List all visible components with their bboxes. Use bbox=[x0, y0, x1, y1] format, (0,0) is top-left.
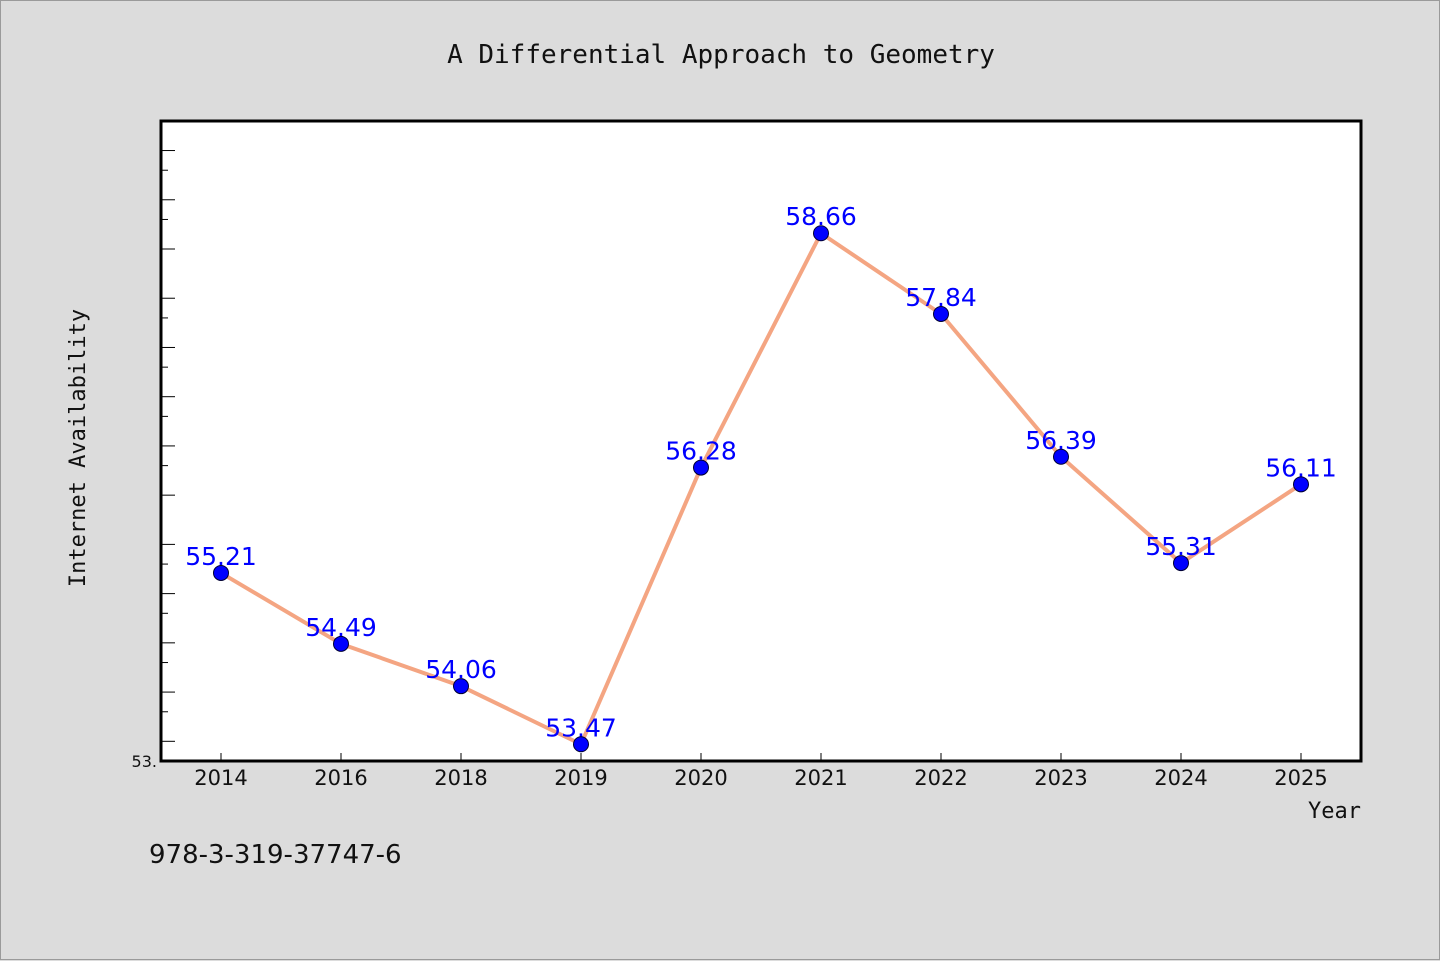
chart-title: A Differential Approach to Geometry bbox=[447, 40, 995, 70]
data-markers bbox=[213, 225, 1309, 753]
x-axis-title: Year bbox=[1308, 799, 1361, 824]
series-line bbox=[219, 231, 1303, 747]
data-point bbox=[453, 678, 469, 695]
data-point bbox=[813, 225, 829, 242]
plot-area bbox=[159, 119, 1363, 763]
data-point bbox=[333, 635, 349, 652]
x-tick-label: 2019 bbox=[554, 766, 607, 790]
data-point bbox=[1173, 555, 1189, 572]
x-tick-label: 2016 bbox=[314, 766, 367, 790]
x-tick-label: 2023 bbox=[1034, 766, 1087, 790]
x-tick-label: 2025 bbox=[1274, 766, 1327, 790]
data-point bbox=[1293, 476, 1309, 493]
data-point bbox=[693, 459, 709, 476]
y-axis-ticks bbox=[161, 150, 175, 742]
data-labels: 55.2154.4954.0653.4756.2858.6657.8456.39… bbox=[185, 202, 1337, 742]
x-tick-label: 2021 bbox=[794, 766, 847, 790]
data-point bbox=[1053, 448, 1069, 465]
x-tick-label: 2022 bbox=[914, 766, 967, 790]
data-point bbox=[933, 305, 949, 322]
x-axis-ticks: 2014 2016 2018 2019 2020 2021 2022 2023 2024 2025 bbox=[194, 753, 1328, 790]
data-point bbox=[573, 736, 589, 753]
x-tick-label: 2018 bbox=[434, 766, 487, 790]
x-tick-label: 2014 bbox=[194, 766, 247, 790]
y-tick-label: 53. bbox=[132, 752, 157, 771]
isbn-code: 978-3-319-37747-6 bbox=[149, 840, 402, 870]
x-tick-label: 2024 bbox=[1154, 766, 1207, 790]
y-axis-title: Internet Availability bbox=[66, 309, 91, 587]
x-tick-label: 2020 bbox=[674, 766, 727, 790]
data-point bbox=[213, 564, 229, 581]
